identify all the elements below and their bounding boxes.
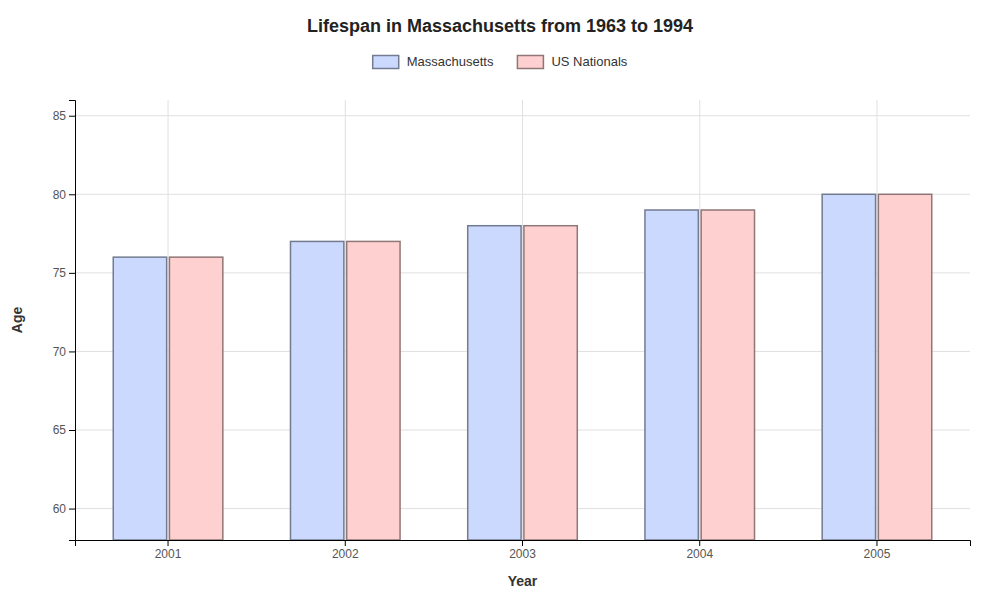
bar bbox=[169, 257, 222, 540]
bar bbox=[290, 241, 343, 540]
y-tick-label: 60 bbox=[53, 502, 67, 516]
y-tick-mark bbox=[69, 194, 75, 195]
y-tick: 60 bbox=[53, 502, 75, 516]
y-tick-label: 85 bbox=[53, 109, 67, 123]
x-tick: 2005 bbox=[864, 540, 891, 561]
bar bbox=[701, 210, 754, 540]
x-tick: 2003 bbox=[509, 540, 536, 561]
x-axis-line bbox=[76, 541, 971, 547]
legend-swatch bbox=[373, 56, 399, 69]
bar bbox=[878, 194, 931, 540]
legend-item: US Nationals bbox=[517, 54, 627, 69]
y-tick-mark bbox=[69, 430, 75, 431]
bar bbox=[822, 194, 875, 540]
bar bbox=[645, 210, 698, 540]
y-tick: 85 bbox=[53, 109, 75, 123]
y-tick-label: 65 bbox=[53, 423, 67, 437]
y-axis-line bbox=[69, 101, 76, 541]
x-tick: 2004 bbox=[686, 540, 713, 561]
bar bbox=[524, 226, 577, 540]
x-tick-label: 2004 bbox=[686, 547, 713, 561]
y-tick-mark bbox=[69, 273, 75, 274]
y-axis: 60 65 70 75 80 85 bbox=[53, 101, 76, 541]
plot: 60 65 70 75 80 85 2001 2002 2003 2004 2005 bbox=[53, 100, 971, 561]
x-tick-label: 2005 bbox=[864, 547, 891, 561]
bar bbox=[113, 257, 166, 540]
legend-swatch bbox=[517, 56, 543, 69]
grid-line-x bbox=[522, 100, 523, 540]
x-tick-mark bbox=[699, 540, 700, 546]
y-tick: 75 bbox=[53, 266, 75, 280]
grid-line-x bbox=[345, 100, 346, 540]
y-tick: 65 bbox=[53, 423, 75, 437]
y-tick-mark bbox=[69, 509, 75, 510]
x-tick-mark bbox=[168, 540, 169, 546]
title: Lifespan in Massachusetts from 1963 to 1… bbox=[307, 16, 693, 36]
bar bbox=[347, 241, 400, 540]
x-tick-mark bbox=[345, 540, 346, 546]
grid bbox=[75, 100, 970, 540]
legend: Massachusetts US Nationals bbox=[373, 54, 628, 69]
y-tick: 80 bbox=[53, 188, 75, 202]
y-tick-mark bbox=[69, 351, 75, 352]
bar bbox=[468, 226, 521, 540]
y-tick-label: 75 bbox=[53, 266, 67, 280]
bar-series bbox=[113, 194, 875, 540]
y-tick: 70 bbox=[53, 345, 75, 359]
bars bbox=[113, 194, 931, 540]
x-tick: 2001 bbox=[155, 540, 182, 561]
x-tick: 2002 bbox=[332, 540, 359, 561]
x-axis-title: Year bbox=[508, 573, 538, 589]
x-axis: 2001 2002 2003 2004 2005 bbox=[76, 540, 971, 561]
y-tick-mark bbox=[69, 116, 75, 117]
grid-line-x bbox=[168, 100, 169, 540]
x-tick-label: 2003 bbox=[509, 547, 536, 561]
x-tick-label: 2002 bbox=[332, 547, 359, 561]
legend-label: US Nationals bbox=[551, 54, 627, 69]
chart: Lifespan in Massachusetts from 1963 to 1… bbox=[0, 0, 1000, 600]
x-tick-mark bbox=[876, 540, 877, 546]
y-tick-label: 80 bbox=[53, 188, 67, 202]
legend-item: Massachusetts bbox=[373, 54, 494, 69]
grid-line-x bbox=[699, 100, 700, 540]
bar-series bbox=[169, 194, 931, 540]
y-axis-title: Age bbox=[9, 307, 25, 334]
grid-line-x bbox=[876, 100, 877, 540]
legend-label: Massachusetts bbox=[407, 54, 494, 69]
x-tick-label: 2001 bbox=[155, 547, 182, 561]
x-tick-mark bbox=[522, 540, 523, 546]
y-tick-label: 70 bbox=[53, 345, 67, 359]
